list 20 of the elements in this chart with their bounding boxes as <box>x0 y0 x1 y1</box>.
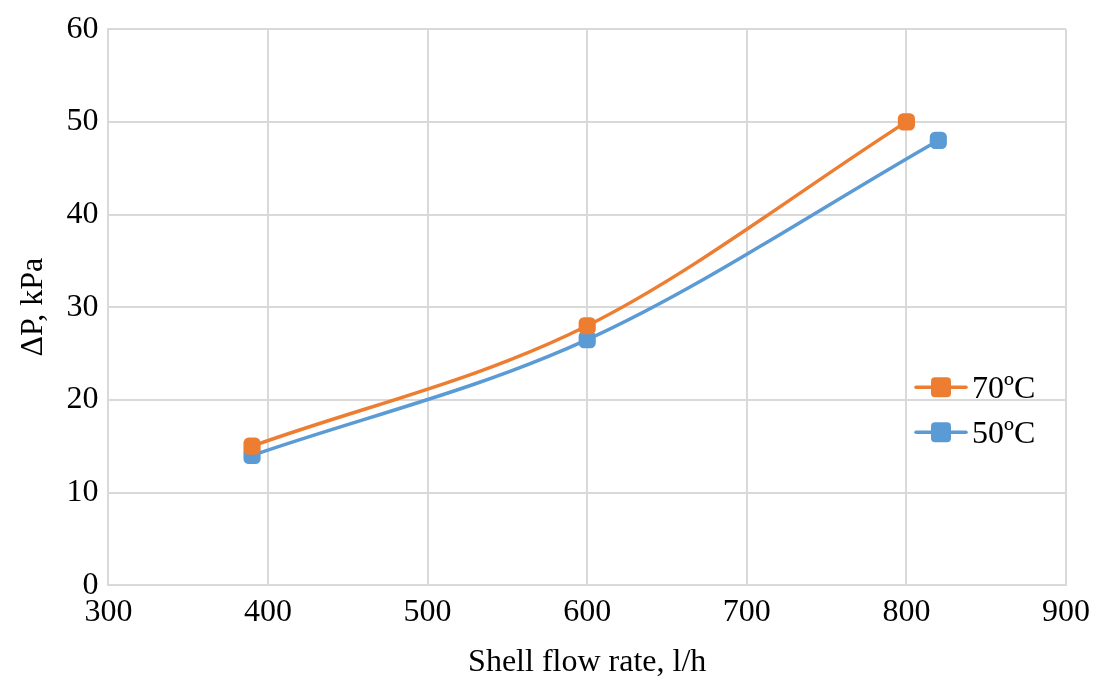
y-tick-label: 20 <box>66 379 99 416</box>
y-tick-label: 30 <box>66 286 99 323</box>
y-tick-label: 50 <box>66 101 99 138</box>
point <box>897 113 915 131</box>
legend-label: 70ºC <box>972 368 1036 405</box>
y-tick-label: 10 <box>66 471 99 508</box>
x-tick-label: 600 <box>563 591 612 628</box>
x-axis-title: Shell flow rate, l/h <box>468 642 707 679</box>
x-tick-label: 800 <box>882 591 931 628</box>
point <box>578 317 596 335</box>
y-axis-title: ΔP, kPa <box>12 257 49 357</box>
x-tick-label: 700 <box>722 591 771 628</box>
y-tick-label: 60 <box>66 8 99 45</box>
legend-label: 50ºC <box>972 413 1036 450</box>
x-tick-label: 400 <box>244 591 292 628</box>
x-tick-label: 900 <box>1042 591 1090 628</box>
point <box>929 131 947 149</box>
x-tick-label: 500 <box>403 591 452 628</box>
point <box>243 437 261 455</box>
y-tick-label: 40 <box>66 193 99 230</box>
